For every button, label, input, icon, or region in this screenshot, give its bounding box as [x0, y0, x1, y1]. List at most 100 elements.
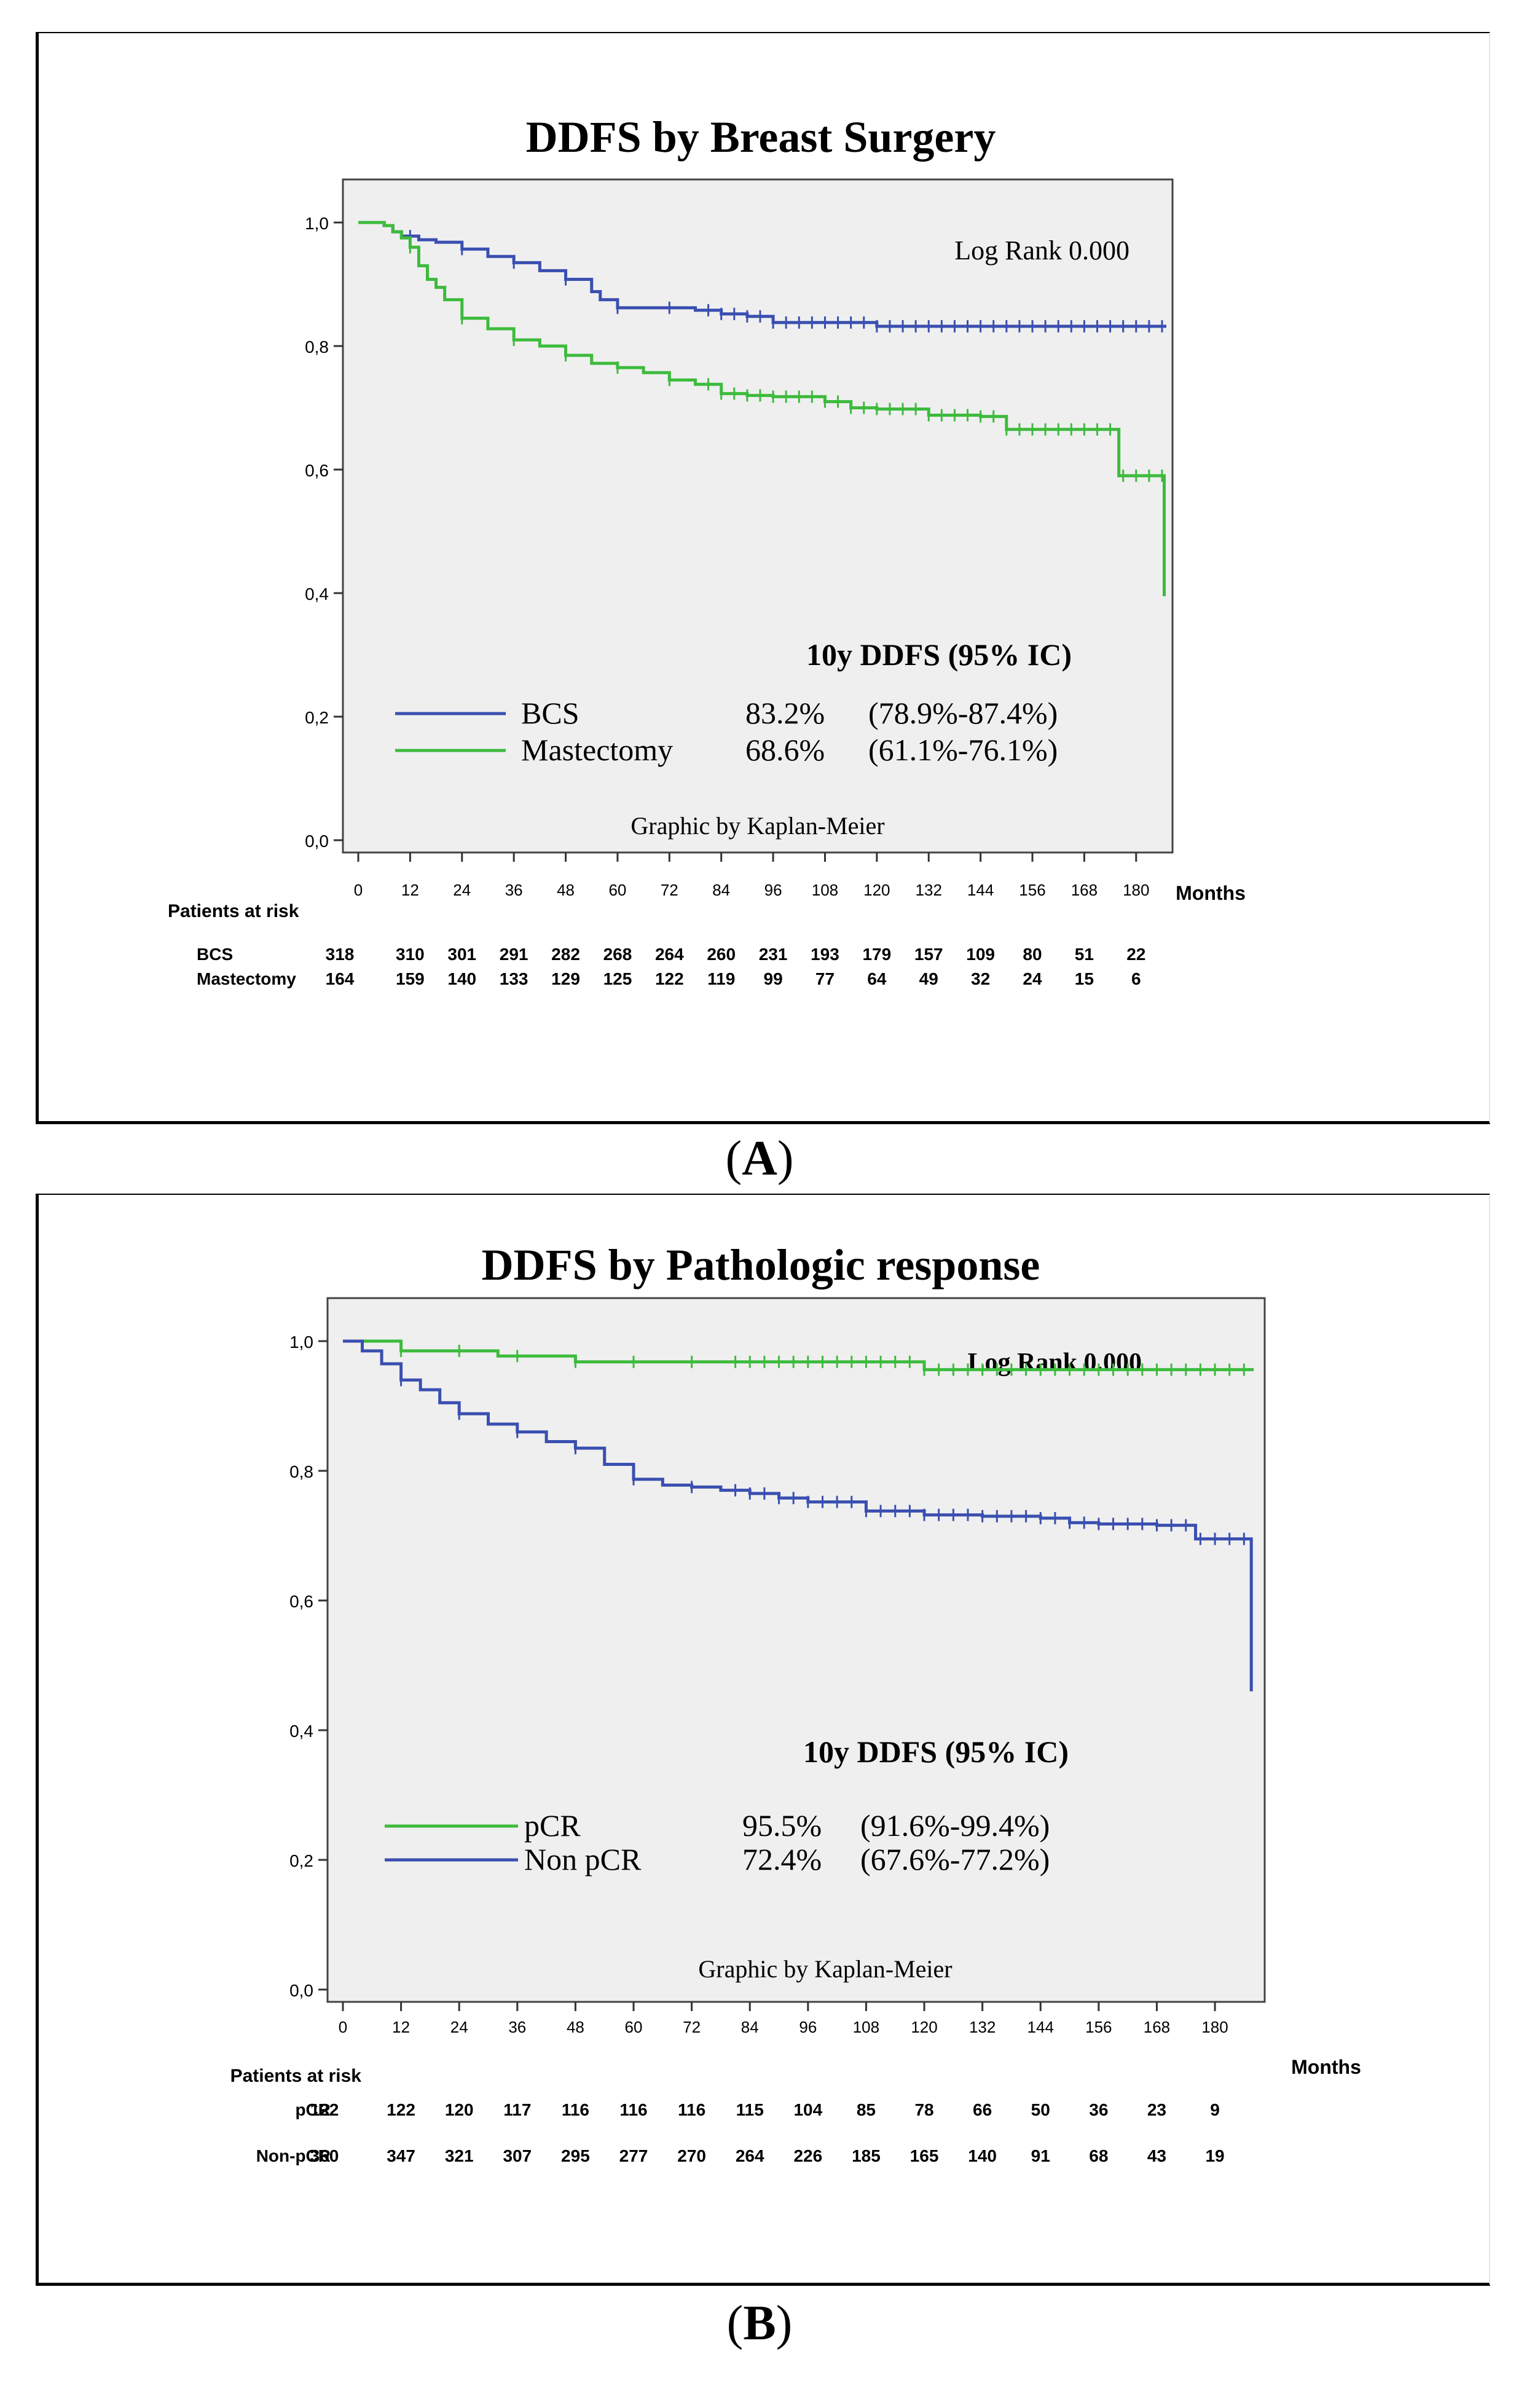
y-tick-label: 1,0 — [305, 214, 329, 233]
x-tick-label: 120 — [911, 2018, 937, 2036]
risk-value: 295 — [561, 2146, 590, 2165]
risk-value: 307 — [503, 2146, 532, 2165]
risk-value: 270 — [677, 2146, 706, 2165]
risk-value: 360 — [310, 2146, 339, 2165]
risk-value: 291 — [500, 945, 528, 964]
x-tick-label: 144 — [1027, 2018, 1054, 2036]
chart-b: DDFS by Pathologic response 0,0 0,2 0,4 0,6 0… — [230, 1240, 1361, 2165]
risk-value: 104 — [793, 2100, 822, 2119]
y-tick-label: 0,0 — [305, 832, 329, 851]
x-tick-label: 108 — [853, 2018, 879, 2036]
risk-value: 43 — [1147, 2146, 1166, 2165]
x-tick-label: 24 — [450, 2018, 468, 2036]
legend-name: BCS — [521, 696, 579, 730]
x-tick-label: 72 — [661, 881, 678, 899]
y-tick-label: 0,0 — [289, 1981, 313, 2000]
chart-title: DDFS by Breast Surgery — [526, 112, 996, 162]
x-tick-label: 156 — [1085, 2018, 1112, 2036]
legend-name: pCR — [524, 1808, 581, 1843]
risk-value: 318 — [326, 945, 355, 964]
legend-ci: (61.1%-76.1%) — [868, 733, 1058, 767]
risk-value: 36 — [1089, 2100, 1108, 2119]
risk-value: 125 — [603, 969, 632, 988]
x-tick-label: 96 — [764, 881, 782, 899]
risk-table-header: Patients at risk — [168, 901, 299, 921]
risk-value: 122 — [310, 2100, 339, 2119]
y-tick-label: 0,4 — [289, 1722, 313, 1741]
risk-value: 49 — [919, 969, 938, 988]
x-tick-label: 60 — [608, 881, 626, 899]
plot-area — [326, 1297, 1266, 2003]
risk-value: 310 — [396, 945, 425, 964]
chart-title: DDFS by Pathologic response — [482, 1240, 1040, 1290]
risk-value: 268 — [603, 945, 632, 964]
y-tick-label: 0,6 — [289, 1592, 313, 1611]
x-tick-label: 144 — [967, 881, 994, 899]
risk-value: 282 — [551, 945, 580, 964]
risk-value: 117 — [503, 2100, 531, 2119]
risk-value: 99 — [764, 969, 783, 988]
log-rank-text: Log Rank 0.000 — [954, 235, 1129, 266]
x-tick-label: 72 — [683, 2018, 701, 2036]
chart-a: DDFS by Breast Surgery 0,0 0,2 0,4 0,6 0,8 1,0… — [168, 112, 1246, 988]
x-tick-label: 168 — [1144, 2018, 1170, 2036]
risk-value: 50 — [1031, 2100, 1050, 2119]
x-tick-label: 120 — [863, 881, 890, 899]
panel-label-a: (A) — [725, 1132, 794, 1186]
risk-value: 164 — [326, 969, 355, 988]
legend-pct: 72.4% — [742, 1842, 822, 1876]
x-tick-label: 48 — [557, 881, 575, 899]
risk-value: 226 — [793, 2146, 822, 2165]
x-tick-label: 84 — [712, 881, 730, 899]
x-tick-label: 0 — [339, 2018, 347, 2036]
x-tick-label: 96 — [799, 2018, 817, 2036]
x-tick-label: 12 — [392, 2018, 410, 2036]
plot-area — [342, 178, 1174, 854]
x-tick-label: 36 — [505, 881, 523, 899]
legend-name: Non pCR — [524, 1842, 642, 1876]
risk-value: 32 — [971, 969, 990, 988]
legend-pct: 68.6% — [745, 733, 825, 767]
risk-value: 260 — [707, 945, 736, 964]
x-tick-label: 180 — [1123, 881, 1149, 899]
risk-value: 109 — [966, 945, 995, 964]
risk-value: 6 — [1131, 969, 1141, 988]
legend-name: Mastectomy — [521, 733, 673, 767]
legend-header: 10y DDFS (95% IC) — [803, 1734, 1069, 1769]
risk-value: 140 — [968, 2146, 997, 2165]
x-axis-label: Months — [1176, 882, 1246, 904]
y-tick-label: 1,0 — [289, 1333, 313, 1352]
y-tick-label: 0,2 — [305, 708, 329, 727]
x-tick-label: 132 — [916, 881, 942, 899]
legend-pct: 95.5% — [742, 1808, 822, 1843]
risk-value: 277 — [619, 2146, 648, 2165]
legend-pct: 83.2% — [745, 696, 825, 730]
y-tick-label: 0,6 — [305, 461, 329, 480]
x-tick-label: 24 — [453, 881, 471, 899]
x-tick-label: 132 — [969, 2018, 996, 2036]
risk-row-name: Mastectomy — [197, 969, 296, 988]
risk-value: 24 — [1023, 969, 1042, 988]
risk-value: 9 — [1210, 2100, 1220, 2119]
risk-value: 119 — [707, 969, 735, 988]
caption: Graphic by Kaplan-Meier — [631, 812, 884, 840]
legend-header: 10y DDFS (95% IC) — [806, 637, 1072, 672]
risk-value: 116 — [619, 2100, 647, 2119]
risk-value: 80 — [1023, 945, 1042, 964]
legend-ci: (78.9%-87.4%) — [868, 696, 1058, 730]
x-tick-label: 168 — [1071, 881, 1098, 899]
risk-value: 23 — [1147, 2100, 1166, 2119]
risk-row-name: Non-pCR — [256, 2146, 331, 2165]
risk-value: 115 — [736, 2100, 764, 2119]
risk-value: 129 — [551, 969, 580, 988]
risk-value: 85 — [857, 2100, 876, 2119]
y-tick-label: 0,4 — [305, 585, 329, 604]
risk-value: 66 — [973, 2100, 992, 2119]
risk-value: 179 — [862, 945, 891, 964]
risk-value: 301 — [447, 945, 476, 964]
risk-value: 185 — [852, 2146, 881, 2165]
legend-ci: (91.6%-99.4%) — [860, 1808, 1050, 1843]
risk-value: 120 — [445, 2100, 474, 2119]
risk-value: 165 — [910, 2146, 939, 2165]
risk-value: 231 — [759, 945, 788, 964]
